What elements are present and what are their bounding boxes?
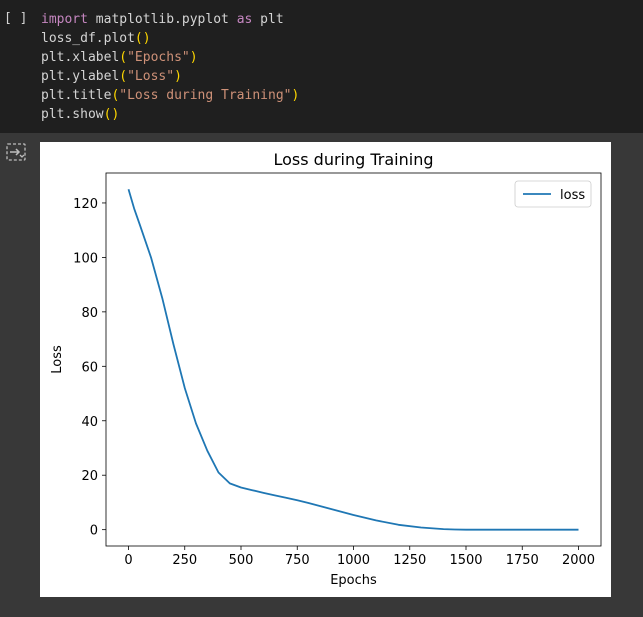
- code-line: plt.ylabel("Loss"): [41, 67, 299, 86]
- loss-chart: 0 250 500 750 1000 1250 1500 1750 2000 0 20 40 60 80 1…: [50, 150, 602, 588]
- y-axis-label: Loss: [50, 345, 65, 374]
- plot-frame: [105, 172, 602, 547]
- y-tick-label: 40: [81, 415, 98, 430]
- code-token: (): [134, 31, 151, 46]
- code-token: plt: [252, 12, 284, 27]
- code-editor[interactable]: import matplotlib.pyplot as plt loss_df.p…: [41, 10, 299, 124]
- code-token: ): [291, 88, 300, 103]
- y-tick-label: 0: [90, 524, 98, 539]
- code-token: as: [236, 12, 253, 27]
- code-token: ): [189, 50, 198, 65]
- x-tick-label: 2000: [562, 553, 595, 568]
- code-token: "Loss": [127, 69, 175, 84]
- code-token: "Epochs": [127, 50, 190, 65]
- x-tick-label: 750: [285, 553, 310, 568]
- x-tick-label: 1000: [337, 553, 370, 568]
- legend-box: [514, 180, 592, 208]
- x-tick-label: 0: [124, 553, 132, 568]
- output-toggle-icon[interactable]: [5, 141, 27, 163]
- y-tick-label: 80: [81, 306, 98, 321]
- code-token: "Loss during Training": [119, 88, 292, 103]
- series-line-loss: [127, 189, 579, 531]
- y-tick-label: 20: [81, 469, 98, 484]
- code-line: plt.title("Loss during Training"): [41, 86, 299, 105]
- code-token: (: [119, 50, 128, 65]
- x-tick-label: 1750: [506, 553, 539, 568]
- code-token: matplotlib.pyplot: [87, 12, 237, 27]
- y-tick-label: 60: [81, 360, 98, 375]
- code-token: (): [103, 107, 120, 122]
- y-tick-label: 120: [73, 197, 98, 212]
- code-token: plt.ylabel: [41, 69, 120, 84]
- code-line: plt.xlabel("Epochs"): [41, 48, 299, 67]
- code-token: plt.title: [41, 88, 112, 103]
- code-token: plt.show: [41, 107, 104, 122]
- code-token: (: [119, 69, 128, 84]
- code-line: loss_df.plot(): [41, 29, 299, 48]
- x-tick-label: 500: [229, 553, 254, 568]
- legend-entry: loss: [560, 188, 585, 203]
- code-token: loss_df.plot: [41, 31, 135, 46]
- x-axis-label: Epochs: [330, 573, 377, 588]
- x-tick-label: 250: [172, 553, 197, 568]
- run-cell-button[interactable]: [ ]: [4, 11, 28, 26]
- chart-figure: 0 250 500 750 1000 1250 1500 1750 2000 0 20 40 60 80 1…: [40, 142, 611, 597]
- x-tick-label: 1500: [449, 553, 482, 568]
- code-token: import: [41, 12, 88, 27]
- code-line: plt.show(): [41, 105, 299, 124]
- code-token: plt.xlabel: [41, 50, 120, 65]
- code-line: import matplotlib.pyplot as plt: [41, 10, 299, 29]
- code-cell[interactable]: [ ] import matplotlib.pyplot as plt loss_…: [0, 0, 643, 133]
- x-tick-label: 1250: [393, 553, 426, 568]
- chart-title: Loss during Training: [273, 150, 433, 169]
- code-token: ): [174, 69, 182, 84]
- code-token: (: [111, 88, 120, 103]
- y-tick-label: 100: [73, 251, 98, 266]
